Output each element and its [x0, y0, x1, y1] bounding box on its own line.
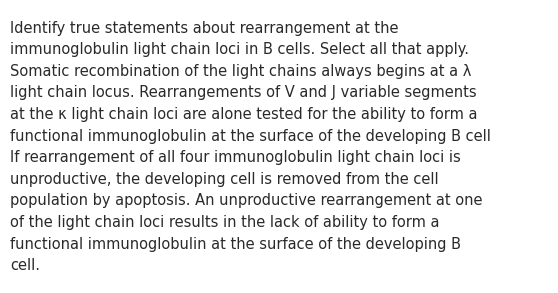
Text: Identify true statements about rearrangement at the
immunoglobulin light chain l: Identify true statements about rearrange… — [10, 21, 491, 273]
